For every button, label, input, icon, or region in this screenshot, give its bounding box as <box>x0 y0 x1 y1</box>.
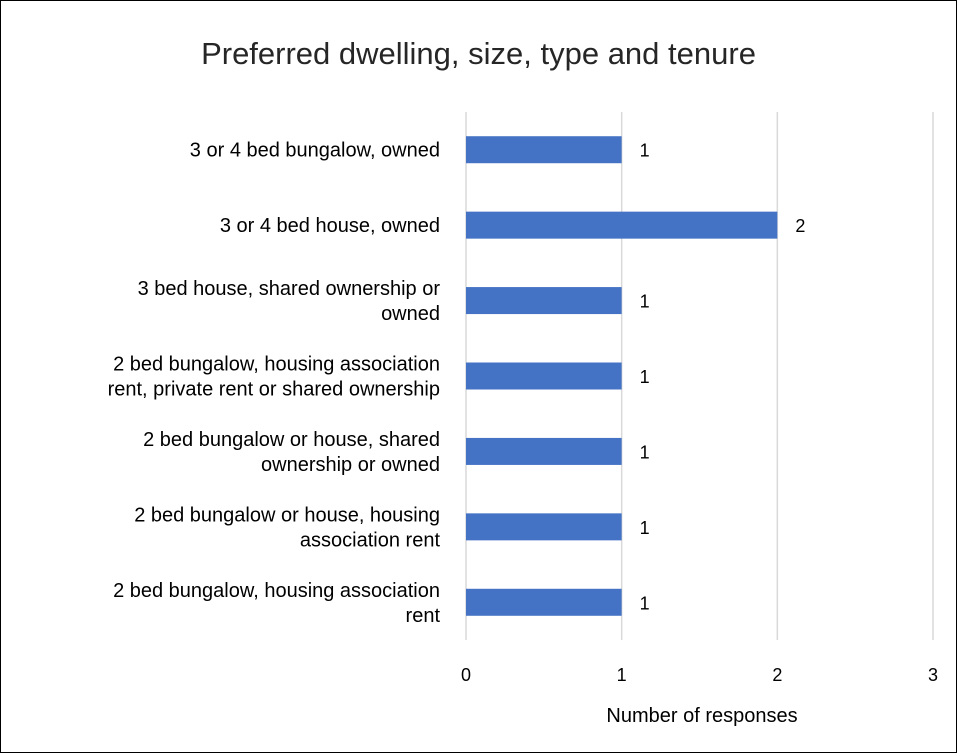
category-label: 3 or 4 bed bungalow, owned <box>190 140 440 162</box>
x-tick-label: 1 <box>617 665 627 685</box>
category-label: 2 bed bungalow, housing association <box>113 580 440 602</box>
category-label: 2 bed bungalow or house, shared <box>143 429 440 451</box>
bar <box>466 136 622 164</box>
data-label: 1 <box>640 292 650 312</box>
category-label: ownership or owned <box>261 454 440 476</box>
category-label: rent, private rent or shared ownership <box>108 379 440 401</box>
data-label: 2 <box>795 216 805 236</box>
data-label: 1 <box>640 593 650 613</box>
bar <box>466 211 778 239</box>
category-label: 3 or 4 bed house, owned <box>220 215 440 237</box>
category-label: owned <box>381 303 440 325</box>
category-label: 2 bed bungalow or house, housing <box>134 504 440 526</box>
category-label: 3 bed house, shared ownership or <box>138 278 441 300</box>
category-label: rent <box>406 605 441 627</box>
data-label: 1 <box>640 518 650 538</box>
bar <box>466 437 622 465</box>
bar <box>466 588 622 616</box>
x-tick-label: 2 <box>772 665 782 685</box>
chart-title: Preferred dwelling, size, type and tenur… <box>201 36 756 71</box>
data-label: 1 <box>640 442 650 462</box>
data-label: 1 <box>640 367 650 387</box>
category-label: 2 bed bungalow, housing association <box>113 354 440 376</box>
x-tick-label: 0 <box>461 665 471 685</box>
x-tick-label: 3 <box>928 665 938 685</box>
data-label: 1 <box>640 141 650 161</box>
category-label: association rent <box>300 529 441 551</box>
bar <box>466 287 622 315</box>
bar <box>466 362 622 390</box>
x-axis-title: Number of responses <box>606 705 797 727</box>
bar <box>466 513 622 541</box>
